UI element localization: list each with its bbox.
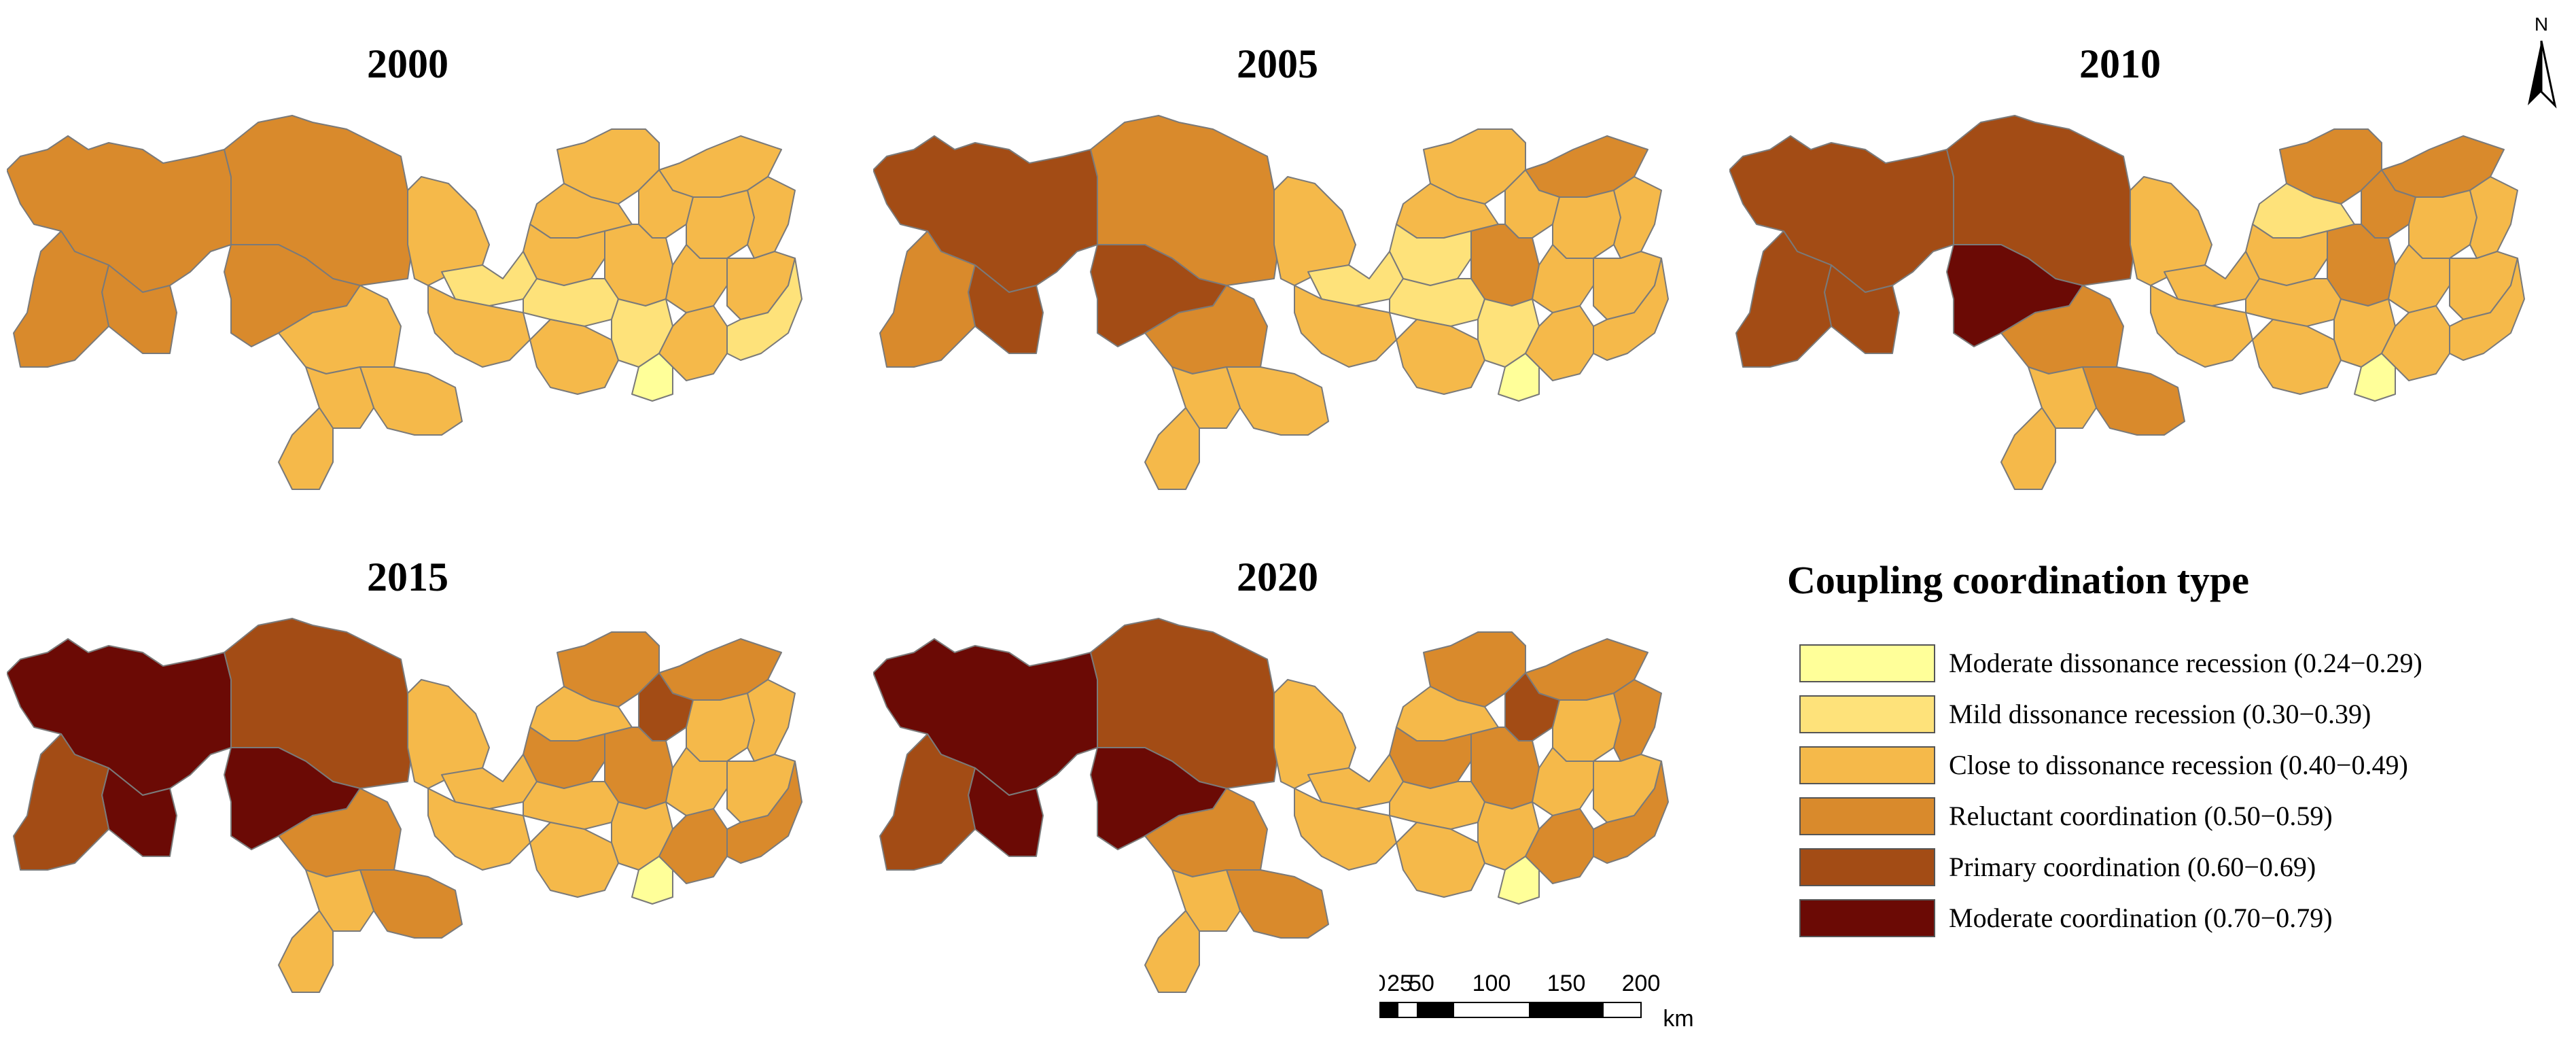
scale-tick-label: 200 <box>1622 971 1661 996</box>
county-region <box>2150 285 2253 368</box>
county-region <box>1389 781 1485 830</box>
county-region <box>2469 176 2518 259</box>
legend-swatch <box>1799 746 1935 784</box>
county-region <box>1396 319 1485 395</box>
county-region <box>2252 319 2342 395</box>
county-region <box>2245 278 2342 327</box>
scale-tick-label: 25 <box>1387 971 1413 996</box>
map-title-2010: 2010 <box>2079 41 2161 86</box>
map-panel-2010 <box>1729 115 2525 490</box>
county-region <box>747 679 796 762</box>
county-region <box>13 733 109 871</box>
legend: Coupling coordination type Moderate diss… <box>1787 557 2569 992</box>
county-region <box>1593 761 1669 864</box>
legend-label: Moderate dissonance recession (0.24−0.29… <box>1949 648 2422 678</box>
county-region <box>1525 305 1594 381</box>
legend-label: Primary coordination (0.60−0.69) <box>1949 852 2316 882</box>
north-arrow-label: N <box>2535 14 2548 35</box>
county-region <box>1294 285 1397 368</box>
county-region <box>523 278 619 327</box>
legend-label: Moderate coordination (0.70−0.79) <box>1949 903 2333 933</box>
county-region <box>747 176 796 259</box>
county-region <box>1525 808 1594 884</box>
county-region <box>427 285 531 368</box>
county-region <box>13 230 109 368</box>
county-region <box>278 910 334 993</box>
county-region <box>529 319 619 395</box>
county-region <box>1735 230 1832 368</box>
county-region <box>359 869 463 939</box>
county-region <box>2082 366 2185 436</box>
scale-tick-label: 150 <box>1547 971 1586 996</box>
scale-tick-label: 0 <box>1379 971 1386 996</box>
county-region <box>686 693 755 762</box>
legend-title: Coupling coordination type <box>1787 558 2249 602</box>
county-region <box>1389 278 1485 327</box>
county-region <box>1552 693 1621 762</box>
scale-tick-label: 50 <box>1409 971 1434 996</box>
county-region <box>686 190 755 259</box>
county-region <box>427 788 531 871</box>
scale-bar: 0 25 50 100 150 200 km <box>1379 971 1694 1032</box>
legend-label: Reluctant coordination (0.50−0.59) <box>1949 801 2333 831</box>
county-region <box>1396 822 1485 898</box>
county-region <box>2000 407 2056 490</box>
map-title-2000: 2000 <box>367 41 448 86</box>
map-title-2020: 2020 <box>1237 555 1318 599</box>
county-region <box>726 761 802 864</box>
county-region <box>2449 258 2525 361</box>
north-arrow-icon: N <box>2528 14 2557 109</box>
county-region <box>1294 788 1397 871</box>
county-region <box>523 781 619 830</box>
scale-tick-label: 100 <box>1472 971 1511 996</box>
county-region <box>658 305 728 381</box>
map-title-2005: 2005 <box>1237 41 1318 86</box>
county-region <box>2381 305 2450 381</box>
legend-swatch <box>1799 848 1935 886</box>
map-title-2015: 2015 <box>367 555 448 599</box>
county-region <box>1613 176 1662 259</box>
legend-label: Mild dissonance recession (0.30−0.39) <box>1949 699 2371 729</box>
county-region <box>879 230 976 368</box>
legend-swatch <box>1799 644 1935 682</box>
map-panel-2015 <box>7 618 802 993</box>
legend-swatch <box>1799 899 1935 937</box>
county-region <box>1226 366 1329 436</box>
county-region <box>529 822 619 898</box>
county-region <box>2408 190 2477 259</box>
county-region <box>1144 407 1200 490</box>
map-panel-2000 <box>7 115 802 490</box>
county-region <box>658 808 728 884</box>
county-region <box>359 366 463 436</box>
county-region <box>1593 258 1669 361</box>
map-panel-2020 <box>873 618 1669 993</box>
legend-swatch <box>1799 695 1935 733</box>
county-region <box>278 407 334 490</box>
map-panel-2005 <box>873 115 1669 490</box>
scale-unit-label: km <box>1663 1006 1693 1032</box>
county-region <box>1144 910 1200 993</box>
legend-swatch <box>1799 797 1935 835</box>
county-region <box>879 733 976 871</box>
county-region <box>1613 679 1662 762</box>
county-region <box>1552 190 1621 259</box>
legend-label: Close to dissonance recession (0.40−0.49… <box>1949 750 2408 780</box>
county-region <box>1226 869 1329 939</box>
county-region <box>726 258 802 361</box>
